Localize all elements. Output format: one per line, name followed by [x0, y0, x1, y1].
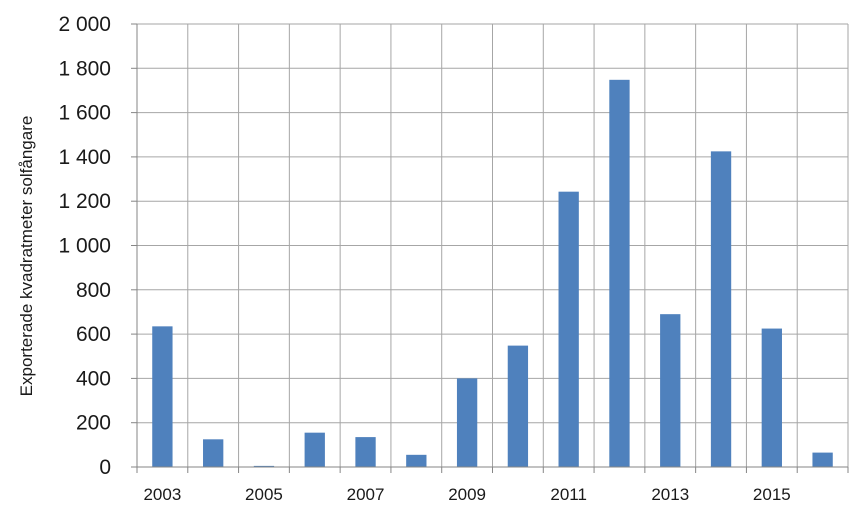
y-tick-label: 0: [99, 456, 111, 479]
x-tick-label: 2005: [245, 485, 283, 504]
bar-2009: [456, 378, 478, 467]
bar-2011: [558, 191, 579, 467]
bar-2007: [355, 437, 376, 467]
bar-2010: [507, 345, 529, 467]
y-tick-label: 400: [76, 367, 111, 390]
y-axis-label: Exporterade kvadratmeter solfångare: [17, 116, 36, 397]
y-tick-label: 1 600: [58, 102, 111, 125]
bar-2008: [406, 454, 427, 467]
axes: [131, 23, 849, 473]
bar-2005: [253, 465, 275, 467]
x-tick-label: 2007: [347, 485, 385, 504]
y-tick-label: 1 400: [58, 146, 111, 169]
bar-2004: [203, 439, 224, 467]
x-tick-label: 2013: [651, 485, 689, 504]
x-axis-tick-labels: 2003 2005 2007 2009 2011 2013 2015: [143, 485, 790, 504]
y-axis-tick-labels: 0 200 400 600 800 1 000 1 200 1 400 1 600 1 800 2 …: [58, 13, 111, 479]
y-tick-label: 1 200: [58, 190, 111, 213]
y-tick-label: 200: [76, 412, 111, 435]
bar-2003: [152, 326, 173, 467]
bar-2013: [660, 314, 681, 467]
y-tick-label: 800: [76, 279, 111, 302]
x-tick-label: 2003: [143, 485, 181, 504]
y-tick-label: 1 800: [58, 57, 111, 80]
y-tick-label: 2 000: [58, 13, 111, 36]
grid: [137, 23, 849, 467]
x-tick-label: 2011: [550, 485, 587, 504]
bar-2012: [609, 79, 630, 468]
x-tick-label: 2015: [753, 485, 791, 504]
bars: [152, 79, 833, 468]
bar-2016: [812, 452, 833, 467]
x-tick-label: 2009: [448, 485, 486, 504]
y-tick-label: 1 000: [58, 235, 111, 258]
bar-2014: [710, 151, 732, 468]
bar-2006: [304, 432, 325, 467]
y-tick-label: 600: [76, 323, 111, 346]
bar-2015: [761, 328, 782, 467]
